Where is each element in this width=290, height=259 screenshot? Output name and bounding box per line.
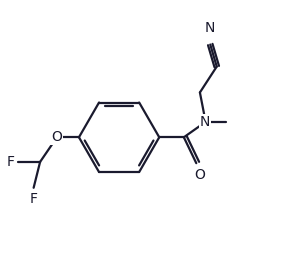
Text: F: F <box>7 155 15 169</box>
Text: O: O <box>194 168 205 182</box>
Text: F: F <box>30 192 38 206</box>
Text: N: N <box>205 21 215 35</box>
Text: N: N <box>200 115 210 129</box>
Text: O: O <box>52 130 62 144</box>
